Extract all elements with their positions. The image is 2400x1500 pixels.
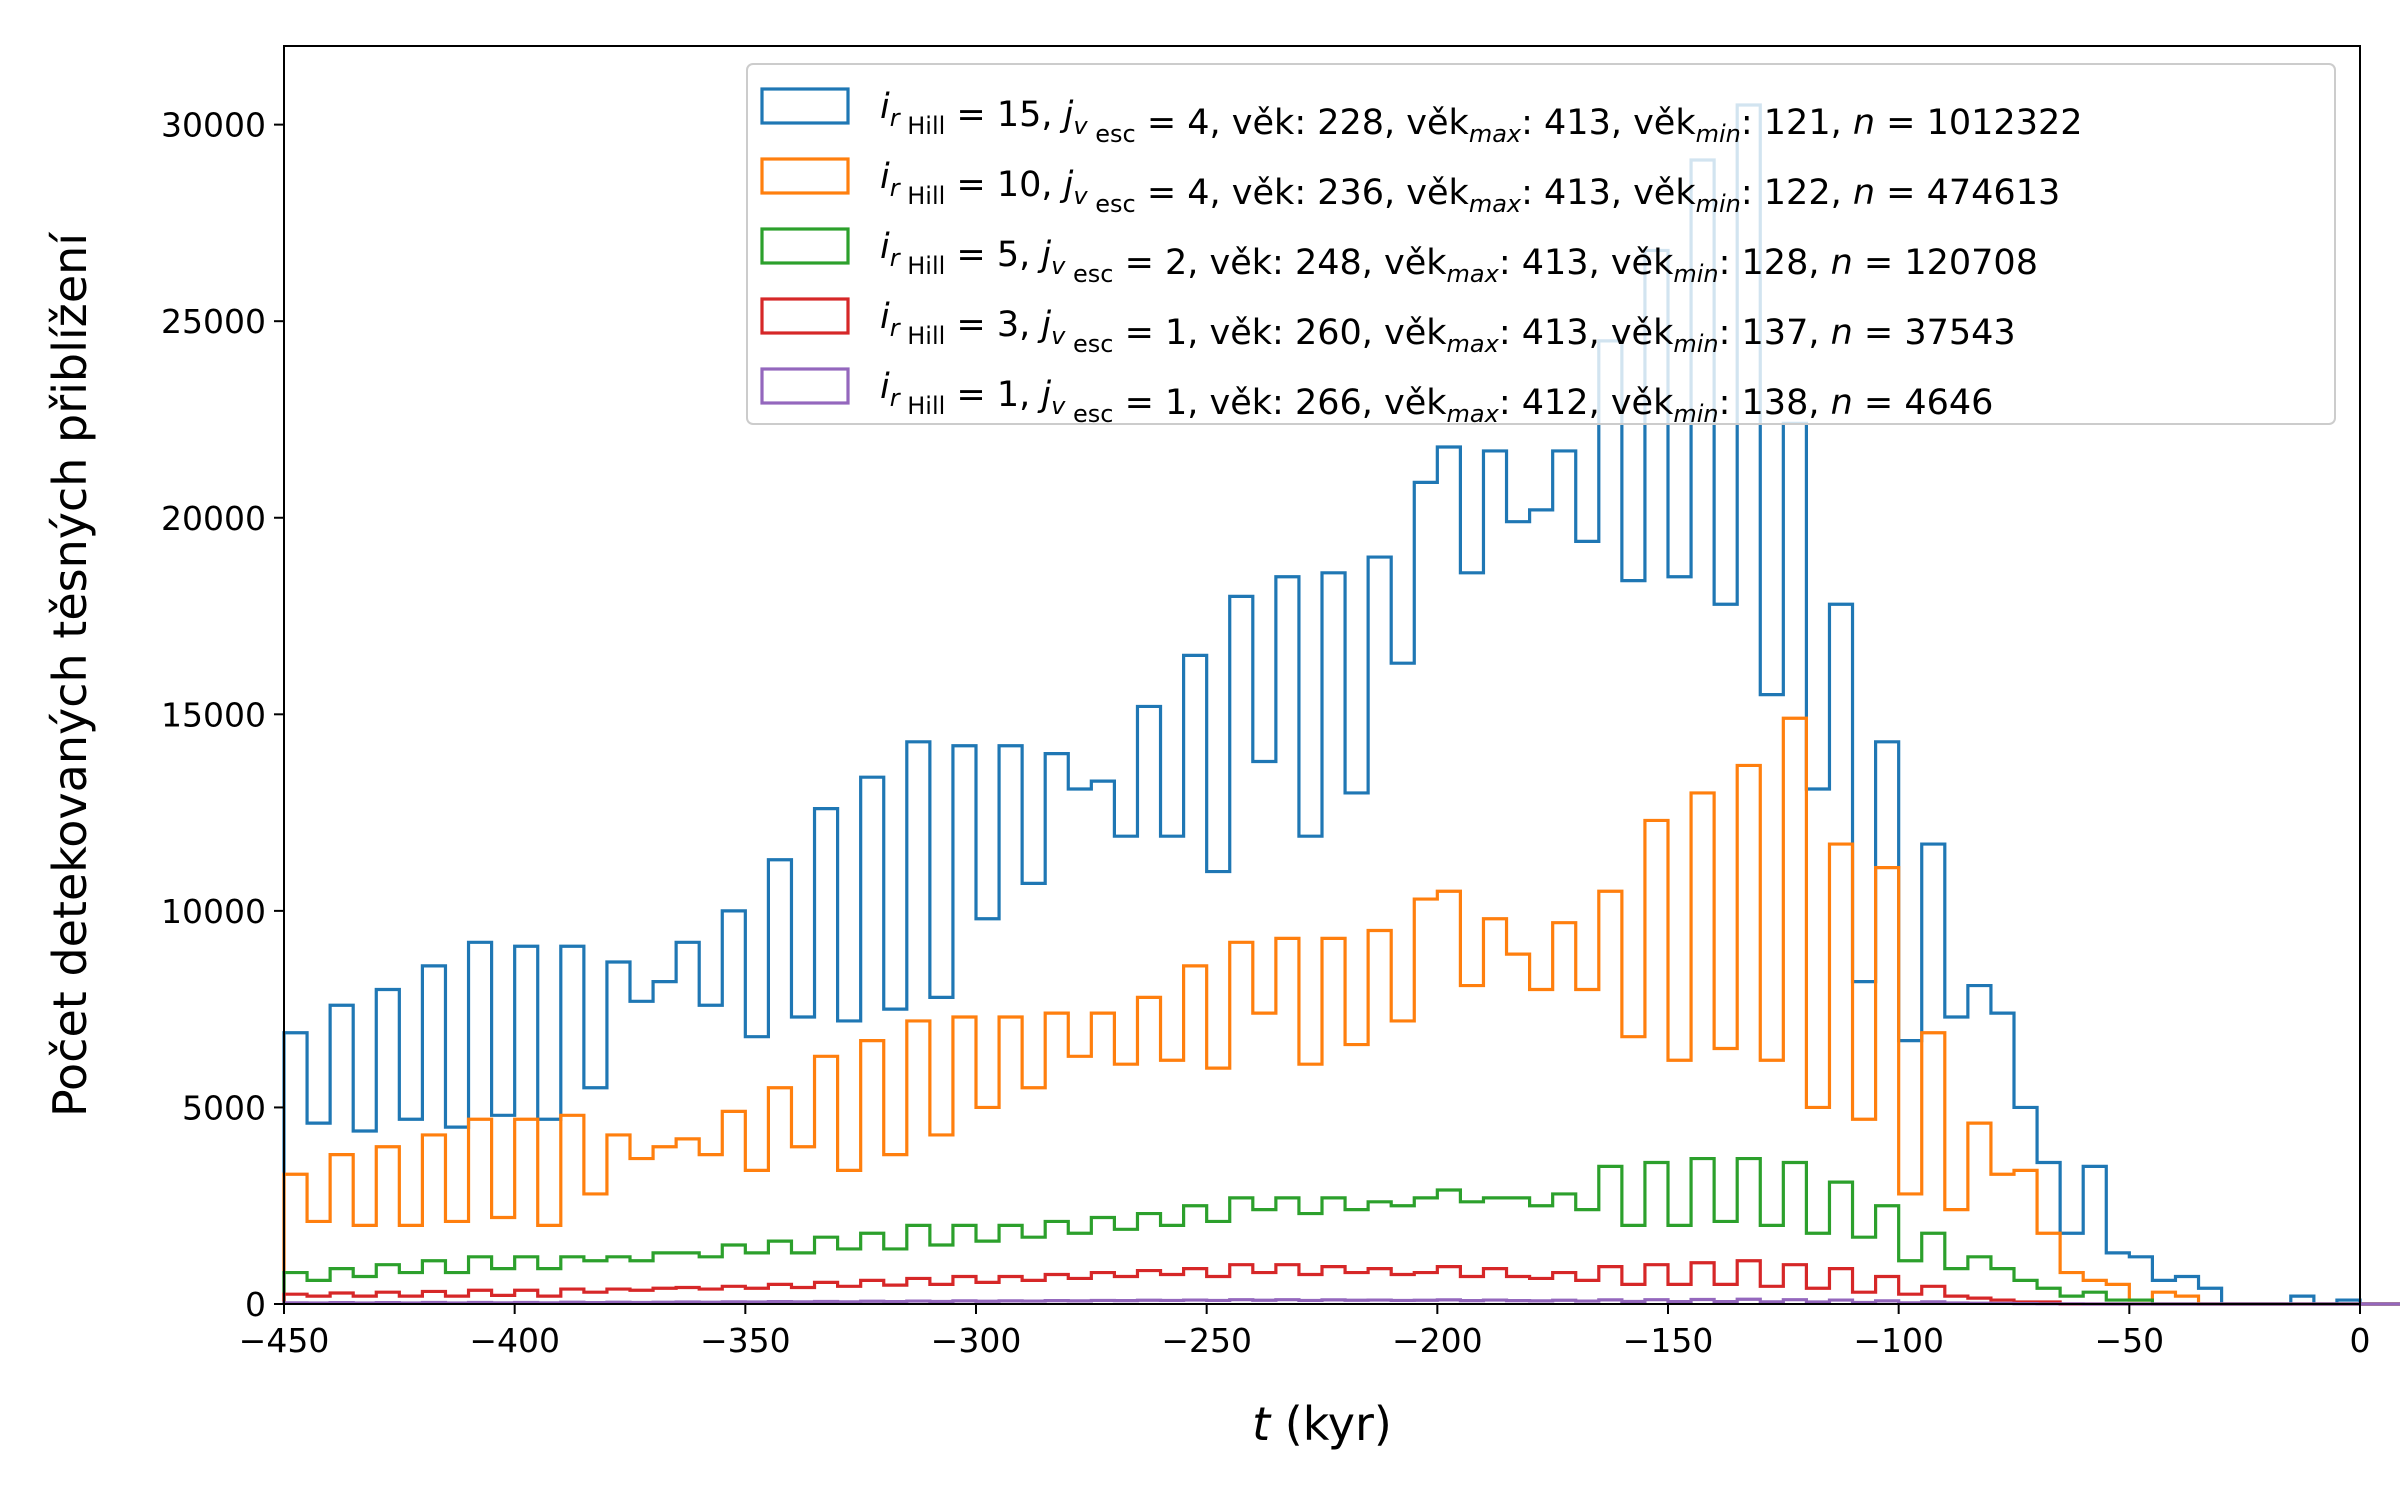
- legend-entry-4: ir Hill = 3, jv esc = 1, věk: 260, věkma…: [760, 297, 2016, 358]
- series-3: [282, 1156, 2400, 1306]
- y-tick-label: 0: [245, 1285, 266, 1324]
- legend-label: ir Hill = 10, jv esc = 4, věk: 236, věkm…: [880, 157, 2060, 218]
- y-axis-ticks: 0 5000 10000 15000 20000 25000 30000: [161, 106, 284, 1324]
- legend-label: ir Hill = 15, jv esc = 4, věk: 228, věkm…: [880, 87, 2083, 148]
- y-tick-label: 15000: [161, 695, 266, 734]
- x-tick-label: −150: [1623, 1321, 1714, 1360]
- x-tick-label: −300: [931, 1321, 1022, 1360]
- legend-swatch: [760, 227, 850, 265]
- series-4: [282, 1259, 2400, 1306]
- y-tick-label: 25000: [161, 302, 266, 341]
- x-axis-variable: t: [1252, 1397, 1272, 1451]
- legend-entry-1: ir Hill = 15, jv esc = 4, věk: 228, věkm…: [760, 87, 2083, 148]
- x-tick-label: −250: [1161, 1321, 1252, 1360]
- legend-label: ir Hill = 5, jv esc = 2, věk: 248, věkma…: [880, 227, 2038, 288]
- x-tick-label: −100: [1853, 1321, 1944, 1360]
- x-axis-ticks: −450 −400 −350 −300 −250 −200 −150 −100 −50 0: [239, 1304, 2371, 1360]
- x-tick-label: 0: [2350, 1321, 2371, 1360]
- x-tick-label: −400: [469, 1321, 560, 1360]
- y-tick-label: 30000: [161, 106, 266, 145]
- x-axis-unit: (kyr): [1270, 1397, 1392, 1451]
- plot-frame: [283, 45, 2361, 1305]
- legend-label: ir Hill = 3, jv esc = 1, věk: 260, věkma…: [880, 297, 2016, 358]
- legend-swatch: [760, 87, 850, 125]
- x-axis-label: t (kyr): [1252, 1397, 1392, 1451]
- x-tick-label: −200: [1392, 1321, 1483, 1360]
- legend-entry-2: ir Hill = 10, jv esc = 4, věk: 236, věkm…: [760, 157, 2060, 218]
- series-1: [282, 103, 2400, 1306]
- y-axis-label: Počet detekovaných těsných přiblížení: [43, 232, 97, 1117]
- series-layer: [282, 103, 2400, 1306]
- series-2-step-outline: [282, 716, 2400, 1306]
- legend-entry-5: ir Hill = 1, jv esc = 1, věk: 266, věkma…: [760, 367, 1993, 428]
- y-tick-label: 20000: [161, 499, 266, 538]
- x-tick-label: −450: [239, 1321, 330, 1360]
- x-tick-label: −50: [2095, 1321, 2165, 1360]
- x-tick-label: −350: [700, 1321, 791, 1360]
- series-2: [282, 716, 2400, 1306]
- y-tick-label: 10000: [161, 892, 266, 931]
- legend-swatch: [760, 367, 850, 405]
- y-tick-label: 5000: [182, 1088, 266, 1127]
- legend-entry-3: ir Hill = 5, jv esc = 2, věk: 248, věkma…: [760, 227, 2038, 288]
- legend-swatch: [760, 157, 850, 195]
- legend-label: ir Hill = 1, jv esc = 1, věk: 266, věkma…: [880, 367, 1993, 428]
- series-1-step-outline: [282, 103, 2400, 1306]
- legend-swatch: [760, 297, 850, 335]
- series-4-step-outline: [282, 1259, 2400, 1306]
- legend-box: [746, 63, 2336, 425]
- series-3-step-outline: [282, 1156, 2400, 1306]
- legend: ir Hill = 15, jv esc = 4, věk: 228, věkm…: [746, 63, 2336, 428]
